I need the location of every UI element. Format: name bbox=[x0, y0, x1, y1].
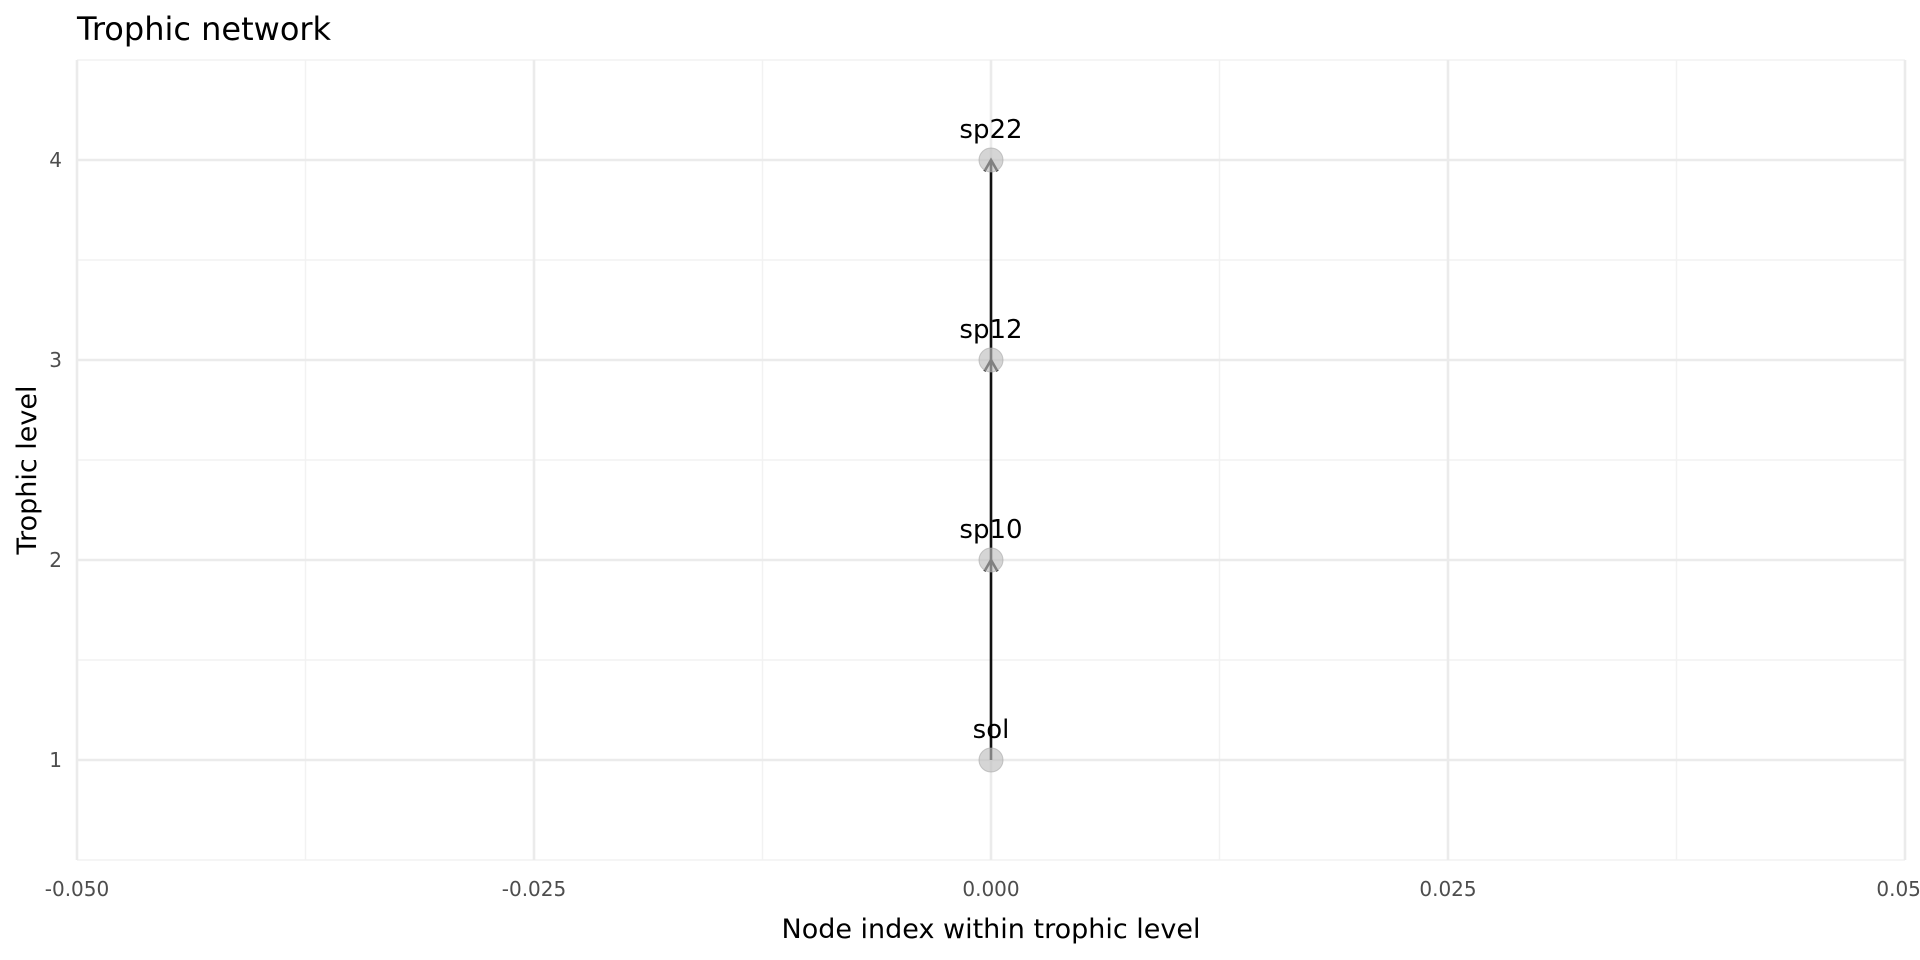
node-point bbox=[978, 147, 1004, 173]
y-axis-ticks: 1 2 3 4 bbox=[49, 148, 62, 772]
x-axis-title: Node index within trophic level bbox=[782, 914, 1201, 945]
x-tick-label: -0.025 bbox=[502, 877, 566, 901]
y-tick-label: 3 bbox=[49, 348, 62, 372]
node-point bbox=[978, 747, 1004, 773]
node-label: sp10 bbox=[959, 515, 1022, 545]
node-label: sp12 bbox=[959, 315, 1022, 345]
x-tick-label: 0.000 bbox=[962, 877, 1019, 901]
node-point bbox=[978, 347, 1004, 373]
node-point bbox=[978, 547, 1004, 573]
x-tick-label: 0.025 bbox=[1419, 877, 1476, 901]
y-tick-label: 2 bbox=[49, 548, 62, 572]
x-axis-ticks: -0.050 -0.025 0.000 0.025 0.050 bbox=[45, 877, 1920, 901]
x-tick-label: 0.050 bbox=[1876, 877, 1920, 901]
nodes-layer: sol sp10 sp12 sp22 bbox=[959, 115, 1023, 773]
y-tick-label: 1 bbox=[49, 748, 62, 772]
chart-title: Trophic network bbox=[76, 10, 332, 48]
node-label: sol bbox=[973, 715, 1010, 745]
y-axis-title: Trophic level bbox=[12, 386, 43, 556]
node-label: sp22 bbox=[959, 115, 1022, 145]
x-tick-label: -0.050 bbox=[45, 877, 109, 901]
y-tick-label: 4 bbox=[49, 148, 62, 172]
